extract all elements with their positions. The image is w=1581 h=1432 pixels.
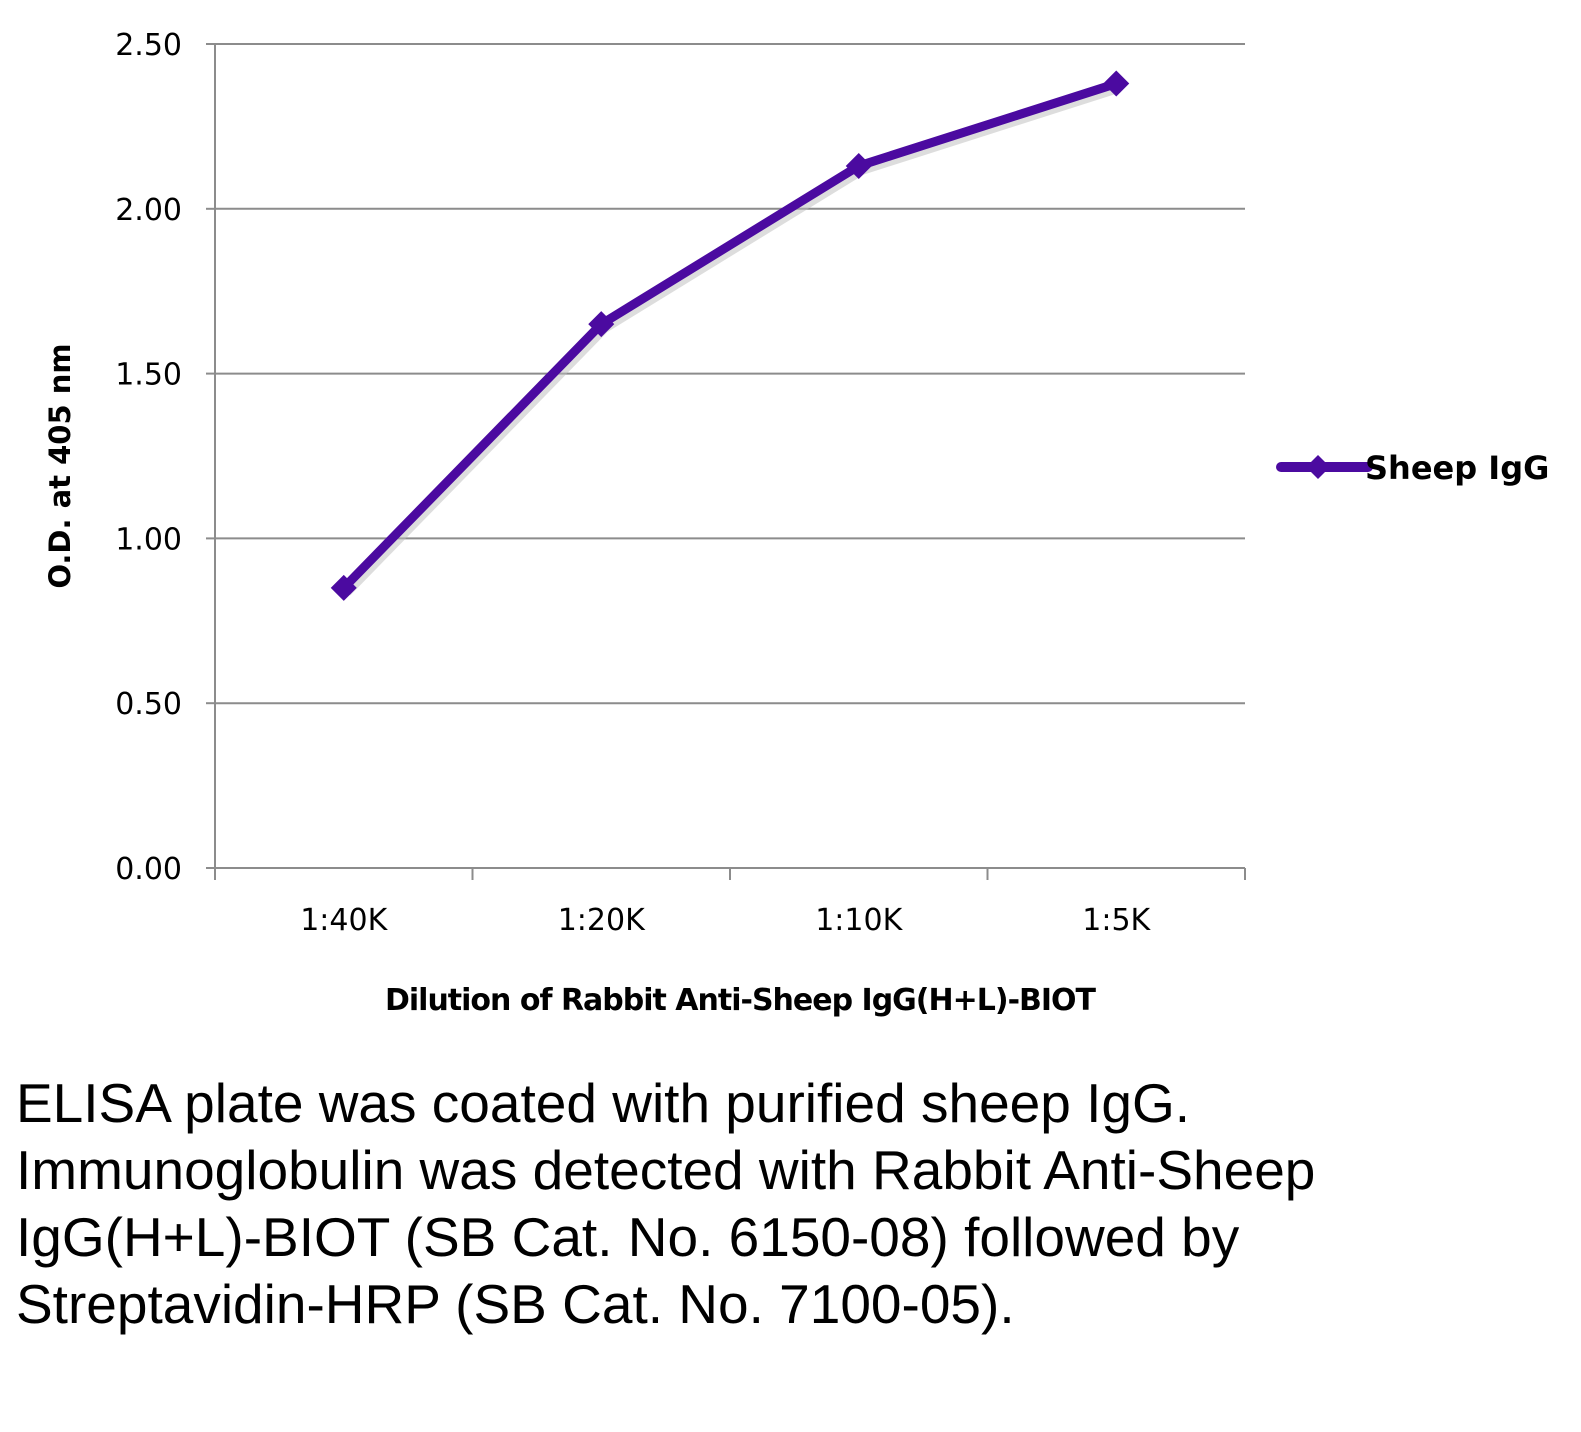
x-tick-label: 1:20K — [558, 903, 646, 938]
x-tick-label: 1:40K — [300, 903, 388, 938]
y-tick-label: 2.00 — [115, 193, 182, 228]
series-lines — [330, 70, 1130, 601]
y-tick-label: 2.50 — [115, 28, 182, 63]
line-chart: 0.00 0.50 1.00 1.50 2.00 2.50 1:40K 1:20K 1:10K… — [43, 28, 1549, 1018]
x-tick-label: 1:10K — [815, 903, 903, 938]
x-tick-labels: 1:40K 1:20K 1:10K 1:5K — [300, 903, 1151, 938]
legend: Sheep IgG — [1276, 449, 1549, 487]
y-tick-labels: 0.00 0.50 1.00 1.50 2.00 2.50 — [115, 28, 182, 887]
legend-marker-diamond-icon — [1306, 455, 1330, 479]
series-line — [339, 79, 1121, 593]
series-shadow — [343, 82, 1121, 596]
y-tick-label: 0.50 — [115, 687, 182, 722]
gridlines — [215, 43, 1245, 705]
x-axis-label: Dilution of Rabbit Anti-Sheep IgG(H+L)-B… — [385, 983, 1097, 1018]
x-tick-label: 1:5K — [1082, 903, 1151, 938]
y-tick-label: 1.00 — [115, 522, 182, 557]
data-point — [1103, 70, 1130, 97]
figure-caption: ELISA plate was coated with purified she… — [16, 1072, 1316, 1335]
axes — [206, 43, 1246, 880]
data-point — [588, 311, 615, 338]
y-tick-label: 1.50 — [115, 358, 182, 393]
data-point — [845, 152, 872, 179]
legend-label: Sheep IgG — [1365, 449, 1549, 487]
y-axis-label: O.D. at 405 nm — [43, 343, 77, 588]
y-tick-label: 0.00 — [115, 852, 182, 887]
data-point — [330, 574, 357, 601]
